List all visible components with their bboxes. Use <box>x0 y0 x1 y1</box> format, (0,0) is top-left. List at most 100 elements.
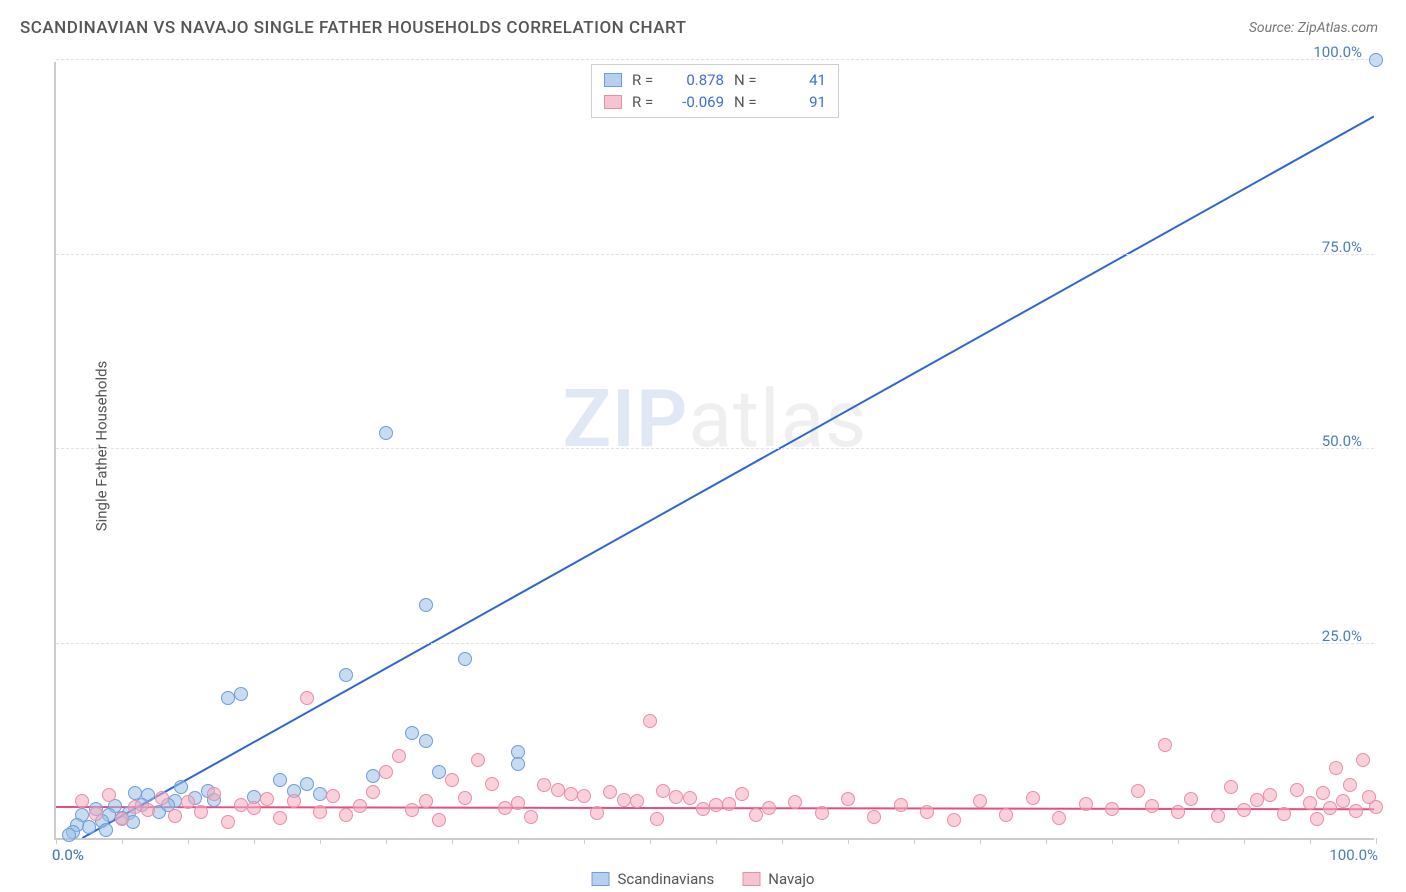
data-point <box>1356 753 1370 767</box>
data-point <box>630 794 644 808</box>
data-point <box>1052 811 1066 825</box>
x-tick <box>1376 838 1377 844</box>
legend-row: R =0.878N =41 <box>604 69 826 91</box>
trend-lines <box>56 62 1374 838</box>
data-point <box>419 794 433 808</box>
data-point <box>815 806 829 820</box>
data-point <box>313 787 327 801</box>
r-label: R = <box>632 91 660 113</box>
data-point <box>511 796 525 810</box>
x-tick <box>1112 838 1113 844</box>
data-point <box>999 808 1013 822</box>
data-point <box>99 823 113 837</box>
data-point <box>749 808 763 822</box>
data-point <box>1131 784 1145 798</box>
data-point <box>1369 800 1383 814</box>
data-point <box>735 787 749 801</box>
x-tick <box>1046 838 1047 844</box>
data-point <box>788 795 802 809</box>
data-point <box>419 598 433 612</box>
data-point <box>590 806 604 820</box>
data-point <box>947 813 961 827</box>
x-tick <box>716 838 717 844</box>
data-point <box>1263 788 1277 802</box>
legend-swatch <box>604 73 622 87</box>
data-point <box>234 798 248 812</box>
data-point <box>894 798 908 812</box>
data-point <box>339 668 353 682</box>
x-tick <box>518 838 519 844</box>
data-point <box>379 765 393 779</box>
data-point <box>366 769 380 783</box>
data-point <box>1184 792 1198 806</box>
data-point <box>1079 797 1093 811</box>
data-point <box>1158 738 1172 752</box>
data-point <box>1277 807 1291 821</box>
legend-row: R =-0.069N =91 <box>604 91 826 113</box>
n-label: N = <box>734 91 762 113</box>
data-point <box>1343 778 1357 792</box>
data-point <box>353 799 367 813</box>
x-tick <box>914 838 915 844</box>
n-value: 91 <box>772 91 826 113</box>
data-point <box>1026 791 1040 805</box>
data-point <box>141 803 155 817</box>
data-point <box>458 791 472 805</box>
data-point <box>617 793 631 807</box>
data-point <box>194 805 208 819</box>
data-point <box>511 757 525 771</box>
data-point <box>221 691 235 705</box>
y-tick-label: 100.0% <box>1313 43 1362 61</box>
data-point <box>405 726 419 740</box>
data-point <box>273 773 287 787</box>
data-point <box>260 792 274 806</box>
gridline <box>56 59 1374 60</box>
data-point <box>273 811 287 825</box>
data-point <box>379 426 393 440</box>
data-point <box>471 753 485 767</box>
data-point <box>1237 803 1251 817</box>
data-point <box>1316 786 1330 800</box>
data-point <box>1329 761 1343 775</box>
data-point <box>1224 780 1238 794</box>
chart-title: SCANDINAVIAN VS NAVAJO SINGLE FATHER HOU… <box>20 18 687 38</box>
data-point <box>300 777 314 791</box>
data-point <box>564 787 578 801</box>
data-point <box>128 786 142 800</box>
x-tick <box>188 838 189 844</box>
n-value: 41 <box>772 69 826 91</box>
data-point <box>432 765 446 779</box>
data-point <box>973 794 987 808</box>
data-point <box>709 798 723 812</box>
data-point <box>1323 801 1337 815</box>
data-point <box>696 802 710 816</box>
gridline <box>56 643 1374 644</box>
legend-item: Scandinavians <box>592 870 715 888</box>
data-point <box>722 797 736 811</box>
x-tick <box>650 838 651 844</box>
y-tick-label: 75.0% <box>1322 238 1362 256</box>
data-point <box>221 815 235 829</box>
data-point <box>445 773 459 787</box>
data-point <box>155 791 169 805</box>
data-point <box>1349 804 1363 818</box>
x-max-label: 100.0% <box>1329 846 1378 864</box>
series-name: Scandinavians <box>618 870 715 888</box>
data-point <box>313 805 327 819</box>
legend-swatch <box>592 872 610 886</box>
data-point <box>669 790 683 804</box>
data-point <box>1105 802 1119 816</box>
data-point <box>537 778 551 792</box>
data-point <box>62 828 76 842</box>
r-label: R = <box>632 69 660 91</box>
x-tick <box>980 838 981 844</box>
data-point <box>75 794 89 808</box>
x-min-label: 0.0% <box>52 846 84 864</box>
legend-item: Navajo <box>742 870 814 888</box>
watermark: ZIPatlas <box>563 372 868 466</box>
trend-line <box>82 116 1374 838</box>
data-point <box>867 810 881 824</box>
data-point <box>498 801 512 815</box>
data-point <box>1336 794 1350 808</box>
data-point <box>577 789 591 803</box>
